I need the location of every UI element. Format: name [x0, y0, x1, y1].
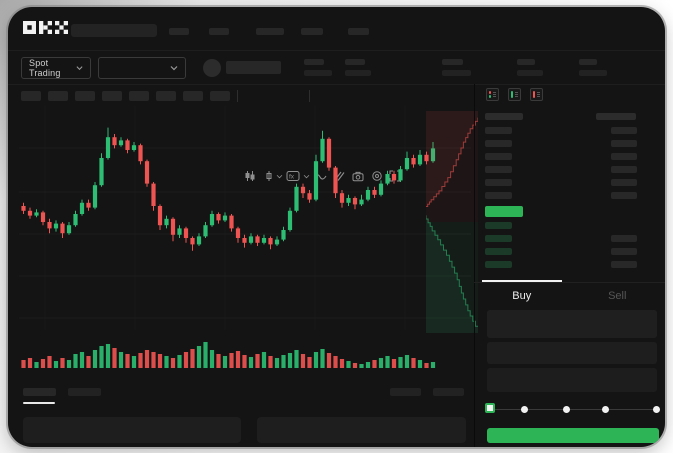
orderbook-row[interactable] — [485, 166, 657, 173]
slider-step[interactable] — [521, 406, 528, 413]
timeframe-button[interactable] — [48, 91, 68, 101]
orderbook-row[interactable] — [485, 248, 657, 255]
timeframe-button[interactable] — [183, 91, 203, 101]
chart-style-icon[interactable] — [244, 169, 256, 183]
chevron-down-icon — [170, 66, 178, 71]
ticker-row: Spot Trading — [8, 51, 665, 85]
nav-item[interactable] — [301, 28, 323, 35]
chevron-down-icon — [76, 66, 83, 71]
market-type-dropdown[interactable]: Spot Trading — [21, 57, 91, 79]
orderbook-row[interactable] — [485, 153, 657, 160]
orderbook-row[interactable] — [485, 179, 657, 186]
amount-input[interactable] — [487, 342, 657, 364]
camera-icon[interactable] — [352, 169, 364, 183]
timeframe-button[interactable] — [210, 91, 230, 101]
tabs-divider — [474, 282, 665, 283]
orders-table-placeholder — [257, 417, 466, 443]
stat-label-placeholder — [442, 59, 463, 65]
okx-logo — [23, 21, 68, 34]
app-window: Spot Trading — [8, 7, 665, 447]
bottom-tab[interactable] — [68, 388, 101, 396]
nav-item[interactable] — [256, 28, 284, 35]
logo-letter-x — [55, 21, 68, 34]
orderbook-row[interactable] — [485, 222, 657, 229]
stat-label-placeholder — [304, 59, 324, 65]
nav-item[interactable] — [348, 28, 369, 35]
history-filter-button[interactable] — [390, 388, 421, 396]
slider-step[interactable] — [653, 406, 660, 413]
last-price-badge — [485, 206, 523, 217]
stat-label-placeholder — [345, 59, 365, 65]
book-asks-icon[interactable] — [530, 88, 543, 101]
slider-step[interactable] — [563, 406, 570, 413]
volume-bars — [21, 342, 436, 368]
orderbook-row[interactable] — [485, 140, 657, 147]
toolbar-divider — [309, 90, 310, 102]
price-input[interactable] — [487, 310, 657, 338]
svg-text:fx: fx — [289, 174, 295, 181]
stat-value-placeholder — [442, 70, 471, 76]
stat-value-placeholder — [345, 70, 371, 76]
buy-button[interactable] — [487, 428, 659, 443]
pair-selector-dropdown[interactable] — [98, 57, 186, 79]
nav-item[interactable] — [169, 28, 189, 35]
last-price-placeholder — [226, 61, 281, 74]
orderbook-row[interactable] — [485, 192, 657, 199]
logo-letter-o — [23, 21, 36, 34]
timeframe-button[interactable] — [129, 91, 149, 101]
book-combined-icon[interactable] — [486, 88, 499, 101]
chevron-down-icon — [276, 174, 283, 178]
tab-sell[interactable]: Sell — [608, 290, 627, 302]
timeframe-button[interactable] — [156, 91, 176, 101]
main-panel-divider — [474, 84, 475, 447]
orders-table-placeholder — [23, 417, 241, 443]
trade-tabs: Buy Sell — [474, 283, 665, 309]
slider-handle[interactable] — [485, 403, 495, 413]
tab-indicator — [482, 280, 562, 282]
settings-icon[interactable] — [371, 169, 383, 183]
stat-label-placeholder — [579, 59, 597, 65]
search-input[interactable] — [71, 24, 157, 37]
orderbook-row[interactable] — [485, 127, 657, 134]
slider-step[interactable] — [602, 406, 609, 413]
toolbar-divider — [237, 90, 238, 102]
orderbook-col-header — [485, 113, 523, 120]
stat-value-placeholder — [517, 70, 543, 76]
orderbook-col-header — [596, 113, 636, 120]
bottom-tab-underline — [23, 402, 55, 404]
top-bar — [8, 7, 665, 51]
total-input[interactable] — [487, 368, 657, 392]
timeframe-button[interactable] — [21, 91, 41, 101]
market-type-label: Spot Trading — [29, 58, 61, 78]
book-bids-icon[interactable] — [508, 88, 521, 101]
history-filter-button[interactable] — [433, 388, 464, 396]
chevron-down-icon — [303, 174, 310, 178]
timeframe-button[interactable] — [75, 91, 95, 101]
timeframe-button[interactable] — [102, 91, 122, 101]
candlestick-chart[interactable] — [19, 106, 471, 330]
chart-toolbar: fx — [8, 85, 474, 182]
orderbook-row[interactable] — [485, 261, 657, 268]
amount-slider[interactable] — [491, 409, 656, 410]
candle-type-dropdown[interactable] — [264, 169, 283, 183]
logo-letter-k — [39, 21, 52, 34]
depth-overlay — [426, 111, 478, 333]
tab-buy[interactable]: Buy — [512, 290, 532, 302]
stat-label-placeholder — [517, 59, 535, 65]
nav-item[interactable] — [209, 28, 229, 35]
indicators-dropdown[interactable]: fx — [286, 169, 310, 183]
coin-icon — [203, 59, 221, 77]
orderbook-row[interactable] — [485, 235, 657, 242]
bottom-tab-active[interactable] — [23, 388, 56, 396]
stat-value-placeholder — [304, 70, 332, 76]
stat-value-placeholder — [579, 70, 607, 76]
